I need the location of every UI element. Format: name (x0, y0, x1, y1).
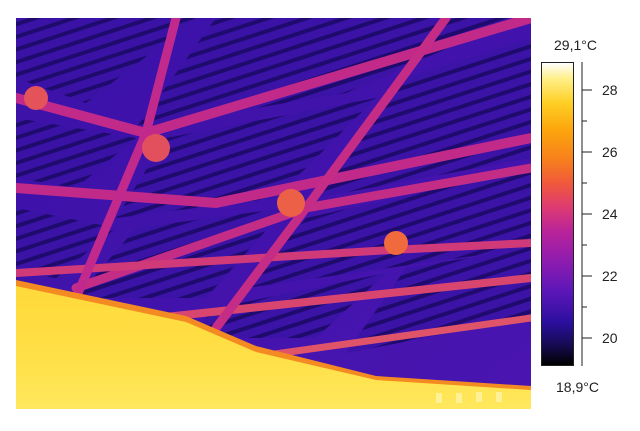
warm-wall (16, 283, 531, 409)
warm-seams (16, 18, 531, 362)
scale-ticks: 28 26 24 22 20 (576, 62, 636, 366)
scale-max-label: 29,1°C (554, 37, 597, 53)
scale-min-label: 18,9°C (556, 379, 599, 395)
color-scale-bar (541, 62, 574, 366)
scale-tick-label: 22 (602, 268, 618, 284)
wall-fixtures (436, 392, 502, 403)
thermal-image (16, 18, 531, 409)
scale-tick-label: 24 (602, 206, 618, 222)
scale-tick-label: 20 (602, 330, 618, 346)
scale-tick-label: 28 (602, 82, 618, 98)
scale-tick-label: 26 (602, 144, 618, 160)
